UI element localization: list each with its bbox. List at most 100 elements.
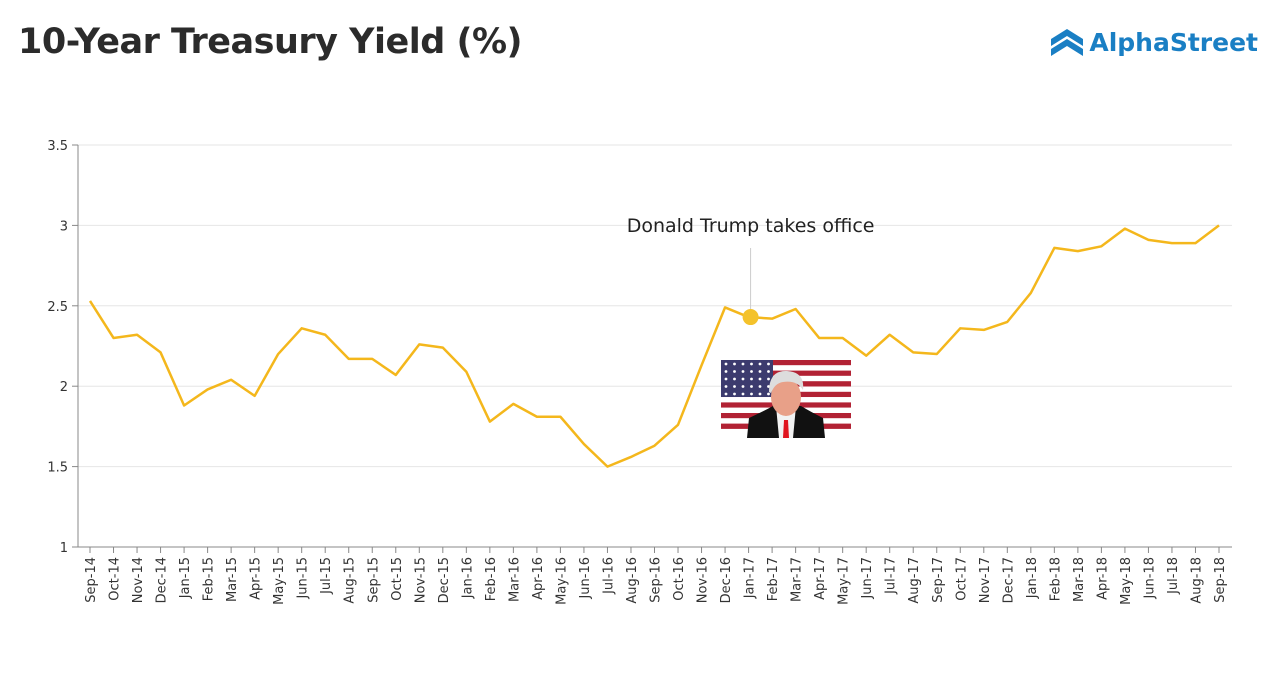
annotation-marker	[742, 309, 759, 326]
x-tick-label: Sep-17	[931, 557, 946, 603]
x-tick-label: Apr-17	[813, 557, 828, 600]
x-tick-label: May-18	[1119, 557, 1134, 605]
y-tick-label: 3.5	[47, 139, 68, 154]
x-tick-label: Apr-18	[1095, 557, 1110, 600]
y-tick-label: 2.5	[47, 300, 68, 315]
hair	[769, 370, 804, 393]
x-tick-label: Oct-16	[672, 557, 687, 601]
x-tick-label: Dec-16	[719, 557, 734, 603]
series-line	[88, 224, 1220, 468]
x-tick-label: Jul-18	[1166, 557, 1181, 595]
flag-star	[758, 370, 762, 373]
flag-star	[758, 392, 762, 396]
flag-star	[733, 362, 736, 366]
x-tick-label: Feb-16	[484, 557, 499, 601]
x-tick-label: Sep-18	[1213, 557, 1228, 603]
x-tick-label: Mar-16	[507, 557, 522, 602]
x-tick-label: Dec-14	[155, 557, 170, 603]
x-tick-label: Sep-14	[84, 557, 99, 603]
x-tick-label: May-15	[272, 557, 287, 605]
flag-star	[758, 377, 762, 381]
x-tick-label: Feb-15	[202, 557, 217, 601]
flag-star	[741, 370, 745, 373]
flag-star	[724, 362, 728, 366]
x-tick-label: Nov-14	[131, 557, 146, 603]
x-tick-label: Aug-16	[625, 557, 640, 604]
x-tick-label: Nov-17	[978, 557, 993, 603]
x-tick-label: Apr-16	[531, 557, 546, 600]
y-tick-label: 3	[60, 219, 68, 234]
flag-star	[724, 392, 728, 396]
x-tick-label: Jan-18	[1025, 557, 1040, 599]
flag-star	[750, 385, 753, 388]
x-tick-label: Jan-16	[460, 557, 475, 599]
flag-star	[767, 392, 770, 396]
x-tick-label: Oct-14	[108, 557, 123, 601]
flag-star	[767, 362, 770, 366]
tie	[783, 420, 789, 438]
chart-title: 10-Year Treasury Yield (%)	[18, 22, 523, 62]
x-tick-label: Jan-15	[178, 557, 193, 599]
flag-star	[750, 370, 753, 373]
flag-star	[733, 392, 736, 396]
x-tick-label: Jun-16	[578, 557, 593, 600]
brand-logo: AlphaStreet	[1051, 28, 1258, 57]
flag-star	[733, 385, 736, 388]
x-tick-label: Nov-15	[413, 557, 428, 603]
x-tick-label: Jun-18	[1142, 557, 1157, 600]
y-tick-label: 2	[60, 380, 68, 395]
x-tick-label: Sep-16	[649, 557, 664, 603]
x-tick-label: Jun-15	[296, 557, 311, 600]
x-tick-label: Dec-17	[1001, 557, 1016, 603]
x-tick-label: Feb-18	[1048, 557, 1063, 601]
flag-star	[750, 362, 753, 366]
x-tick-label: Mar-17	[790, 557, 805, 602]
flag-star	[741, 362, 745, 366]
flag-star	[758, 362, 762, 366]
flag-stripe	[721, 365, 851, 371]
x-tick-label: Aug-17	[907, 557, 922, 604]
x-tick-label: May-16	[554, 557, 569, 605]
x-tick-label: Jul-17	[884, 557, 899, 595]
x-tick-label: Jun-17	[860, 557, 875, 600]
flag-star	[724, 377, 728, 381]
flag-star	[724, 370, 728, 373]
x-tick-label: Mar-15	[225, 557, 240, 602]
flag-star	[741, 377, 745, 381]
flag-star	[767, 370, 770, 373]
flag-star	[741, 385, 745, 388]
x-tick-label: Apr-15	[249, 557, 264, 600]
x-tick-label: Oct-15	[390, 557, 405, 601]
alphastreet-logo-icon	[1051, 28, 1084, 56]
flag-star	[767, 385, 770, 388]
flag-star	[750, 392, 753, 396]
flag-star	[733, 370, 736, 373]
x-tick-label: Aug-15	[343, 557, 358, 604]
x-tick-label: Feb-17	[766, 557, 781, 601]
brand-name: AlphaStreet	[1089, 28, 1258, 57]
x-tick-label: Dec-15	[437, 557, 452, 603]
flag-star	[758, 385, 762, 388]
x-tick-label: Sep-15	[366, 557, 381, 603]
x-tick-label: Nov-16	[696, 557, 711, 603]
x-tick-label: Oct-17	[954, 557, 969, 601]
y-tick-label: 1.5	[47, 461, 68, 476]
trump-flag-illustration	[721, 360, 851, 438]
flag-star	[741, 392, 745, 396]
x-tick-label: Jul-15	[319, 557, 334, 595]
flag-canton	[721, 360, 773, 397]
x-tick-label: Jan-17	[743, 557, 758, 599]
flag-star	[750, 377, 753, 381]
flag-stripe	[721, 360, 851, 366]
x-tick-label: Jul-16	[601, 557, 616, 595]
annotation-label: Donald Trump takes office	[627, 215, 875, 237]
flag-star	[733, 377, 736, 381]
flag-star	[724, 385, 728, 388]
x-tick-label: Mar-18	[1072, 557, 1087, 602]
x-tick-label: May-17	[837, 557, 852, 605]
flag-star	[767, 377, 770, 381]
x-tick-label: Aug-18	[1189, 557, 1204, 604]
y-tick-label: 1	[60, 541, 68, 556]
face	[771, 378, 801, 416]
